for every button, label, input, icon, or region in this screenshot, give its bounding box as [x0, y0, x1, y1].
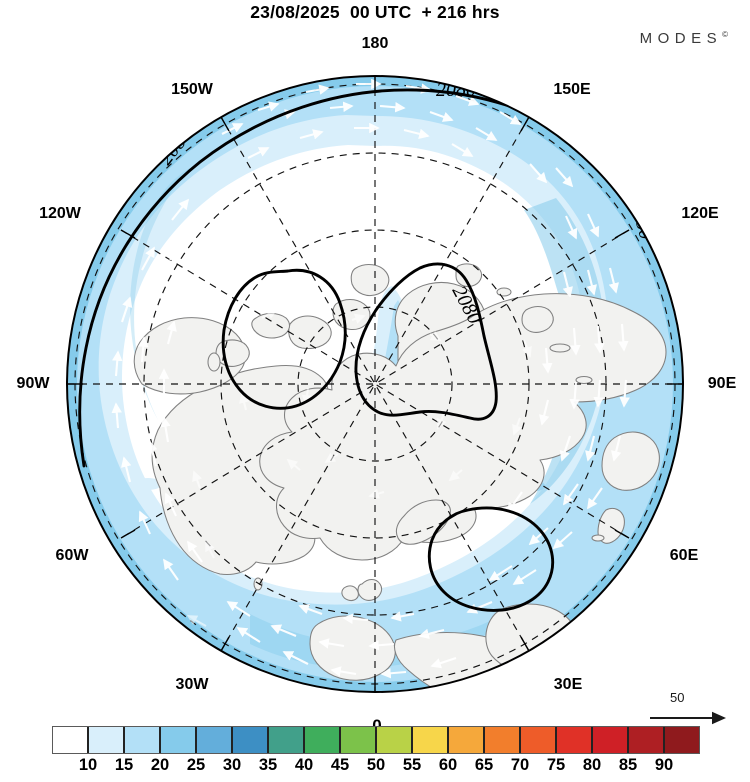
islet-4 — [591, 534, 605, 542]
scandinavia — [395, 499, 451, 545]
colorbar-swatch — [412, 726, 448, 754]
lon-label-0: 0 — [372, 716, 381, 736]
brand-text: MODES — [639, 30, 723, 47]
british-isles — [357, 578, 383, 601]
wind-vectors — [111, 78, 630, 679]
rim-ticks — [67, 76, 683, 692]
lon-label-150e: 150E — [553, 81, 591, 98]
arctic-islet-3 — [575, 375, 593, 385]
colorbar-swatch — [268, 726, 304, 754]
copyright-icon: © — [722, 30, 728, 39]
arctic-archipelago-2 — [332, 298, 371, 331]
svalbard — [455, 263, 483, 287]
reference-vector-arrow-icon — [650, 711, 726, 725]
contour-2080-siberia — [354, 262, 498, 421]
shading-patch-west — [130, 168, 190, 420]
modes-logo: MODES© — [640, 30, 728, 47]
colorbar-swatch — [556, 726, 592, 754]
lon-label-90e: 90E — [707, 375, 737, 392]
meridian-150e-30w — [220, 116, 530, 652]
bermuda-islet — [253, 577, 263, 591]
contour-2080-europe — [427, 506, 555, 612]
colorbar-tick-label: 20 — [150, 756, 170, 774]
colorbar-tick-label: 50 — [366, 756, 386, 774]
meridian-150w-30e — [220, 116, 530, 652]
colorbar-tick-label: 60 — [438, 756, 458, 774]
lon-label-150w: 150W — [171, 81, 213, 98]
colorbar-tick-label: 65 — [474, 756, 494, 774]
colorbar-swatch — [628, 726, 664, 754]
colorbar-swatch — [124, 726, 160, 754]
polar-map: 2080 2080 2080 2080 2080 2080 — [0, 18, 750, 735]
meridian-120e-60w — [120, 229, 630, 539]
colorbar-swatch — [304, 726, 340, 754]
colorbar-tick-label: 80 — [582, 756, 602, 774]
contour-2080-canada — [221, 268, 347, 410]
colorbar-swatch — [160, 726, 196, 754]
islet-5 — [207, 352, 221, 372]
arctic-archipelago-3 — [251, 312, 291, 339]
colorbar-swatch — [484, 726, 520, 754]
reference-vector-label: 50 — [670, 690, 685, 705]
lon-label-60w: 60W — [55, 547, 89, 564]
colorbar-swatch — [592, 726, 628, 754]
lon-label-30e: 30E — [553, 676, 583, 693]
iberia-northwest-africa — [309, 615, 396, 681]
colorbar: 10 15 20 25 30 35 40 45 50 55 60 65 70 75 80 85 90 — [0, 726, 750, 782]
colorbar-tick-label: 85 — [618, 756, 638, 774]
colorbar-swatch — [340, 726, 376, 754]
colorbar-tick-label: 70 — [510, 756, 530, 774]
map-content: 2080 2080 2080 2080 2080 2080 — [67, 76, 683, 692]
lon-label-60e: 60E — [669, 547, 699, 564]
colorbar-tick-label: 30 — [222, 756, 242, 774]
arctic-islet-2 — [549, 343, 571, 353]
colorbar-tick-label: 45 — [330, 756, 350, 774]
lon-label-120e: 120E — [681, 205, 719, 222]
arctic-archipelago-1 — [288, 315, 332, 349]
colorbar-swatch — [664, 726, 700, 754]
colorbar-tick-label: 40 — [294, 756, 314, 774]
colorbar-swatch — [520, 726, 556, 754]
polar-map-svg: 2080 2080 2080 2080 2080 2080 — [66, 75, 684, 693]
colorbar-tick-label: 25 — [186, 756, 206, 774]
colorbar-swatch — [448, 726, 484, 754]
colorbar-tick-label: 75 — [546, 756, 566, 774]
eurasia — [259, 293, 667, 561]
latitude-circle-80 — [297, 306, 453, 462]
colorbar-tick-label: 55 — [402, 756, 422, 774]
arctic-island-1 — [350, 263, 390, 297]
lon-label-30w: 30W — [175, 676, 209, 693]
colorbar-swatch — [52, 726, 88, 754]
colorbar-swatch — [88, 726, 124, 754]
lon-label-120w: 120W — [39, 205, 81, 222]
colorbar-swatch — [196, 726, 232, 754]
shading-spot-3 — [134, 478, 162, 490]
novaya-zemlya — [521, 305, 554, 333]
colorbar-swatch — [232, 726, 268, 754]
colorbar-tick-label: 10 — [78, 756, 98, 774]
colorbar-tick-label: 35 — [258, 756, 278, 774]
colorbar-tick-label: 15 — [114, 756, 134, 774]
lon-label-90w: 90W — [16, 375, 50, 392]
arctic-islet-1 — [496, 287, 512, 297]
ireland — [341, 585, 359, 602]
colorbar-swatch — [376, 726, 412, 754]
lon-label-180: 180 — [361, 35, 389, 52]
arabia — [485, 603, 578, 673]
colorbar-tick-label: 90 — [654, 756, 674, 774]
japan — [597, 507, 625, 544]
reference-vector: 50 — [648, 690, 738, 730]
page-title: 23/08/2025 00 UTC + 216 hrs — [250, 2, 500, 22]
meridian-120w-60e — [120, 229, 630, 539]
arctic-island-2 — [215, 339, 250, 367]
